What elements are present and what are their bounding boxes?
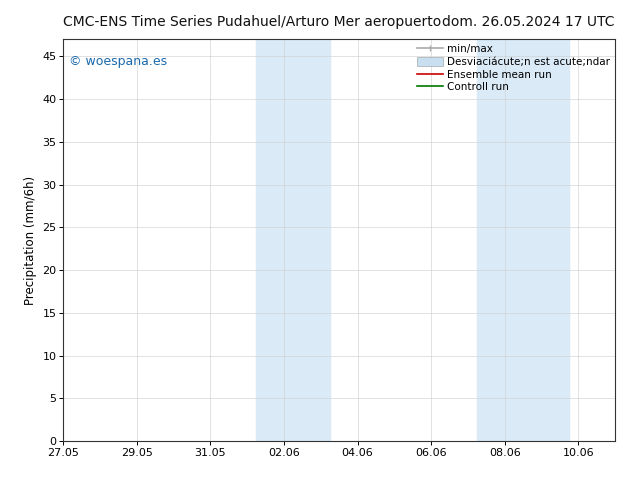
Bar — [477, 39, 569, 441]
Bar — [256, 39, 330, 441]
Text: © woespana.es: © woespana.es — [69, 55, 167, 68]
Legend: min/max, Desviaciácute;n est acute;ndar, Ensemble mean run, Controll run: min/max, Desviaciácute;n est acute;ndar,… — [415, 42, 612, 94]
Y-axis label: Precipitation (mm/6h): Precipitation (mm/6h) — [24, 175, 37, 305]
Text: CMC-ENS Time Series Pudahuel/Arturo Mer aeropuerto: CMC-ENS Time Series Pudahuel/Arturo Mer … — [63, 15, 442, 29]
Text: dom. 26.05.2024 17 UTC: dom. 26.05.2024 17 UTC — [443, 15, 615, 29]
